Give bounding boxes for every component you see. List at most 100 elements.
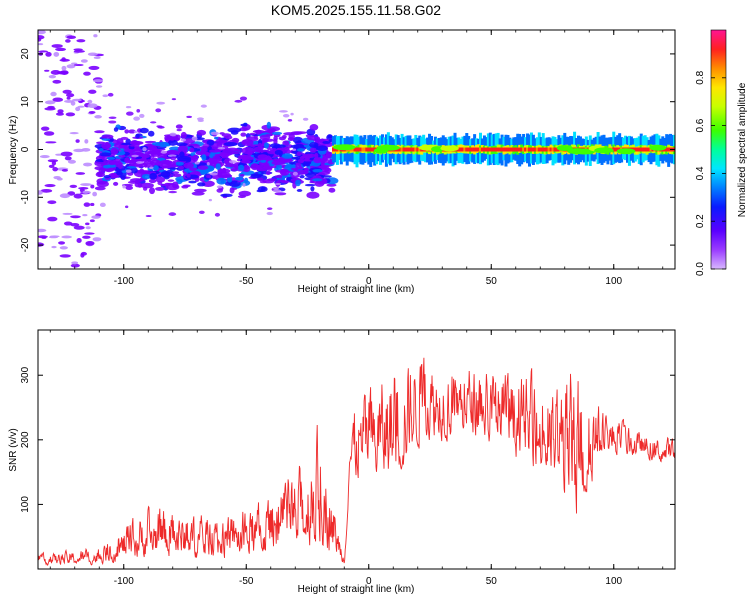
spectrogram-cell [169, 132, 177, 137]
colorbar-tick-label: 0.4 [695, 166, 706, 180]
spectrogram-cell [144, 140, 157, 144]
spectrogram-cell [488, 147, 492, 152]
spectrogram-cell [486, 147, 490, 152]
spectrogram-cell [282, 114, 290, 118]
spectrogram-cell [179, 165, 184, 170]
snr-xlabel: Height of straight line (km) [298, 584, 415, 595]
spectrogram-cell [490, 147, 494, 152]
spectrogram-cell [94, 115, 102, 119]
spectrogram-cell [197, 182, 206, 187]
spectrogram-cell [496, 147, 500, 152]
snr-xtick-label: 50 [486, 576, 498, 587]
spectrogram-cell [283, 146, 290, 151]
spectrogram-cell [139, 127, 149, 134]
spectrogram-cell [191, 136, 198, 141]
spectrogram-cell [477, 147, 481, 152]
spectrogram-cell [234, 176, 244, 181]
spectrogram-cell [647, 147, 651, 152]
spectrogram-cell [518, 147, 522, 152]
spectrogram-cell [529, 147, 533, 152]
spectrogram-cell [149, 166, 154, 170]
spectrogram-cell [175, 161, 184, 166]
spectrogram-cell [309, 157, 315, 161]
spectrogram-cell [243, 164, 250, 170]
spectrogram-cell [148, 178, 157, 184]
spectrogram-cell [240, 159, 252, 164]
spectrogram-cell [66, 96, 71, 100]
spectrogram-cell [257, 154, 269, 160]
spectrogram-cell [88, 89, 97, 94]
spectrogram-cell [58, 241, 66, 245]
spectrogram-cell [498, 147, 502, 152]
spectrogram-cell [312, 169, 323, 173]
spectrogram-cell [156, 101, 166, 105]
spectrogram-cell [535, 147, 539, 152]
spectrogram-cell [146, 160, 155, 165]
spectrogram-cell [520, 147, 524, 152]
spectrogram-cell [195, 151, 203, 156]
spectrogram-cell [120, 175, 126, 181]
spectrogram-cell [67, 159, 76, 164]
spectrogram-cell [223, 141, 238, 147]
spectrogram-cell [315, 136, 321, 143]
spectrogram-cell [333, 147, 337, 152]
spectrogram-cell [61, 65, 67, 71]
spectrogram-cell [85, 226, 91, 230]
spectrogram-cell [278, 110, 288, 113]
spectrogram-cell [228, 180, 241, 187]
spectrogram-cell [461, 147, 465, 152]
spectrogram-cell [541, 147, 545, 152]
spectrogram-cell [365, 147, 369, 152]
spectrogram-cell [250, 173, 263, 177]
spectrogram-cell [369, 147, 373, 152]
spectrogram-cell [99, 202, 106, 208]
spectrogram-cell [94, 186, 106, 191]
spectrogram-cell [482, 147, 486, 152]
spectrogram-cell [633, 147, 637, 152]
spectrogram-cell [39, 155, 50, 159]
spectrogram-cell [133, 148, 143, 154]
spectrogram-cell [265, 133, 274, 136]
spectrogram-cell [227, 127, 242, 133]
spectrogram-cell [408, 147, 412, 152]
spectrogram-cell [75, 106, 81, 112]
spectrogram-cell [80, 59, 88, 63]
spectrogram-cell [108, 116, 117, 120]
spectrogram-cell [102, 164, 111, 169]
spectrogram-cell [539, 147, 543, 152]
spectrogram-cell [463, 147, 467, 152]
spectrogram-cell [57, 109, 64, 114]
spectrogram-cell [282, 135, 287, 139]
spectrogram-cell [198, 210, 205, 214]
spectrogram-cell [65, 39, 71, 43]
spectrogram-cell [367, 147, 371, 152]
spectrogram-cell [332, 144, 356, 151]
spectrogram-cell [142, 186, 148, 191]
spectrogram-cell [244, 177, 249, 184]
spectrogram-cell [641, 147, 645, 152]
spectrogram-cell [194, 161, 200, 165]
spectrogram-cell [166, 149, 181, 155]
spectrogram-cell [66, 35, 77, 40]
spectrogram-cell [260, 159, 267, 163]
spectrogram-cell [124, 157, 131, 164]
snr-ytick-label: 300 [20, 366, 31, 383]
spectrogram-cell [144, 150, 158, 155]
spectrogram-cell [412, 147, 416, 152]
spectrogram-cell [69, 132, 79, 135]
spectrogram-cell [469, 147, 473, 152]
spectrogram-cell [612, 147, 616, 152]
spectrogram-cell [635, 147, 639, 152]
spectrogram-cell [160, 150, 167, 154]
spectrogram-cell [465, 147, 469, 152]
spectrogram-cell [197, 119, 204, 122]
spectrogram-cell [149, 145, 158, 151]
spectrogram-cell [216, 185, 223, 189]
spectrogram-cell [59, 193, 71, 199]
spectrogram-cell [467, 147, 471, 152]
spectrogram-cell [95, 85, 103, 88]
spectrogram-cell [306, 191, 320, 199]
spectrogram-cell [314, 152, 319, 160]
colorbar-label: Normalized spectral amplitude [737, 82, 748, 217]
